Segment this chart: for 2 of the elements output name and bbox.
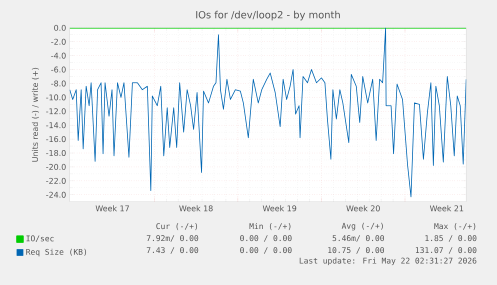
chart-title: IOs for /dev/loop2 - by month: [196, 10, 340, 20]
line-series: [70, 28, 466, 198]
